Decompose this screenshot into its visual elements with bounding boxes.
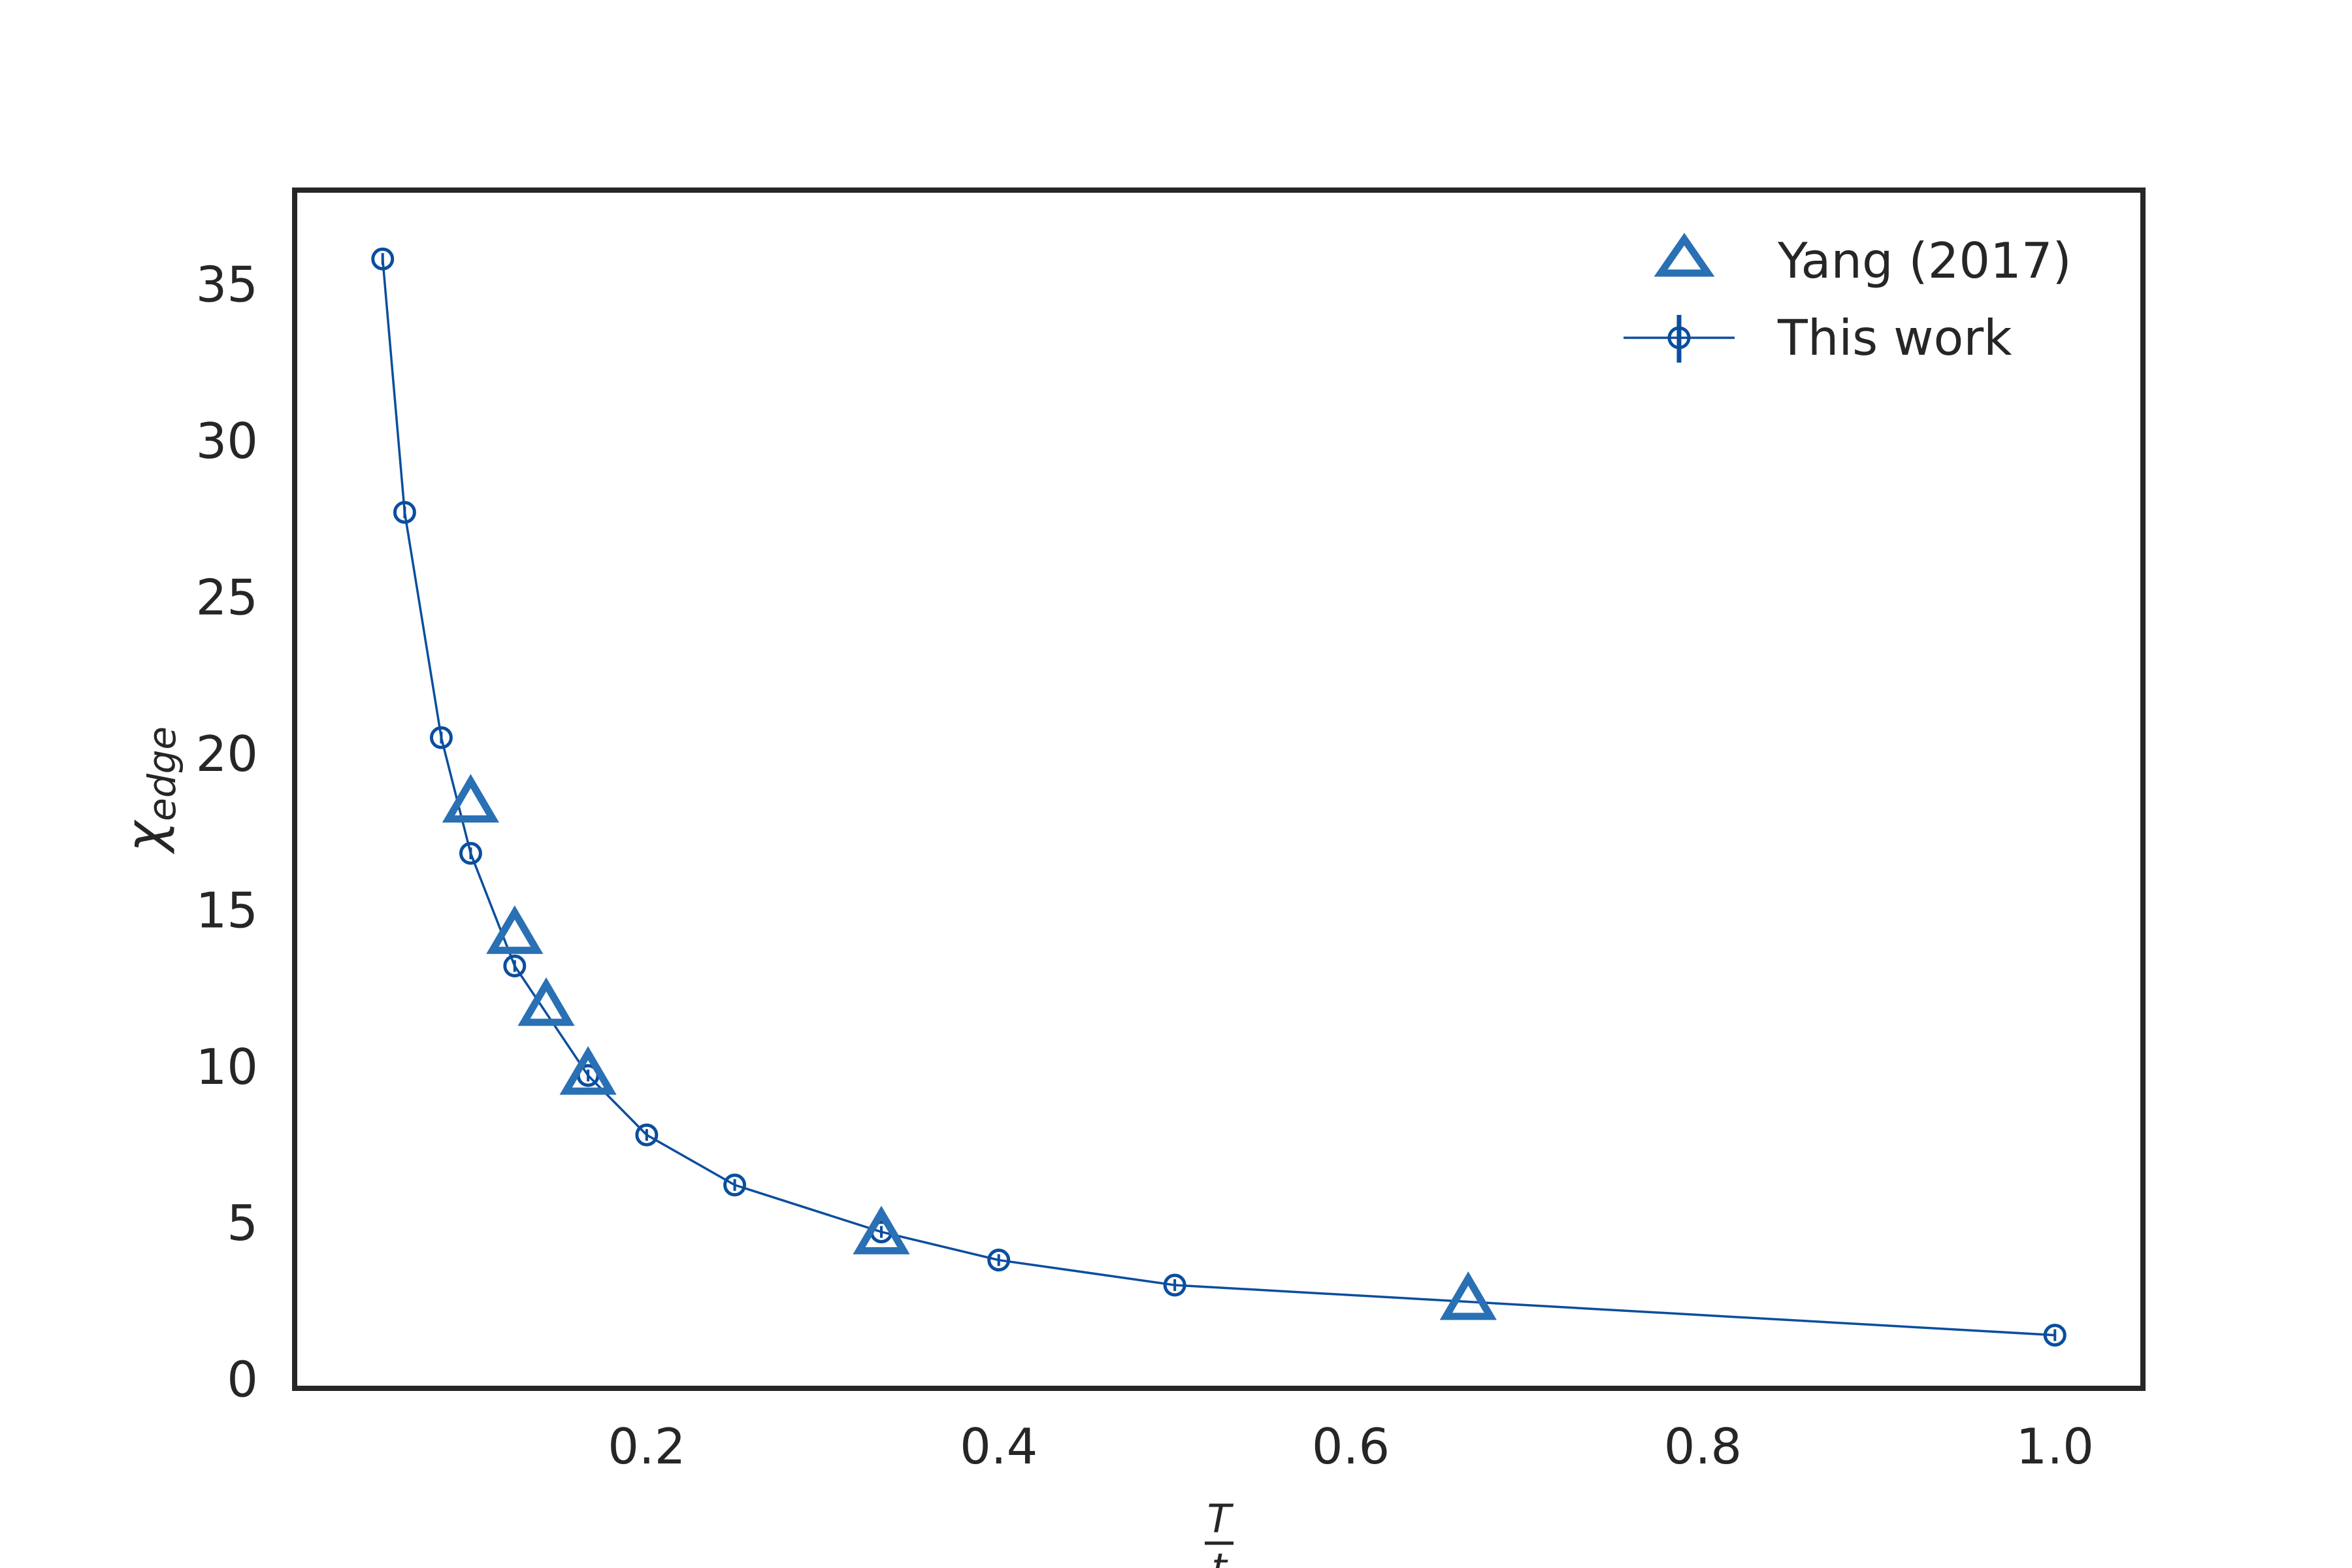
y-axis-label-main: χ <box>115 819 176 855</box>
x-tick-label: 1.0 <box>2016 1418 2094 1475</box>
plot-frame <box>292 188 2146 1391</box>
legend-this-work-label: This work <box>1777 309 2012 367</box>
this-work-point <box>635 1123 659 1147</box>
this-work-point <box>1163 1273 1186 1297</box>
this-work-point <box>393 500 416 524</box>
this-work-line <box>381 259 2055 1337</box>
x-axis-label-denominator: t <box>1211 1545 1228 1568</box>
this-work-point <box>723 1173 747 1197</box>
yang-2017-point <box>1439 1271 1497 1320</box>
series-this-work <box>371 247 2066 1347</box>
y-axis-label: χedge <box>115 727 184 855</box>
y-tick-label: 25 <box>196 569 258 627</box>
this-work-point <box>429 726 453 749</box>
x-axis-label: T t <box>1205 1496 1234 1568</box>
y-tick-label: 35 <box>196 256 258 314</box>
yang-2017-point <box>559 1046 617 1095</box>
y-tick-label: 5 <box>227 1194 258 1252</box>
x-tick-label: 0.4 <box>960 1418 1037 1475</box>
yang-2017-point <box>486 905 544 955</box>
yang-2017-point <box>442 774 500 823</box>
y-tick-label: 30 <box>196 412 258 470</box>
y-tick-label: 10 <box>196 1038 258 1096</box>
yang-2017-point <box>853 1205 910 1254</box>
x-axis-label-numerator: T <box>1207 1496 1234 1542</box>
legend-yang-2017-marker <box>1654 233 1715 277</box>
y-tick-label: 20 <box>196 725 258 783</box>
legend-yang-2017-label: Yang (2017) <box>1777 232 2072 289</box>
legend-this-work-marker <box>1667 326 1691 350</box>
series-yang-2017 <box>442 774 1497 1320</box>
this-work-point <box>459 841 482 865</box>
x-tick-label: 0.6 <box>1312 1418 1390 1475</box>
this-work-point <box>503 955 527 978</box>
y-tick-label: 15 <box>196 881 258 939</box>
y-tick-labels: 0 5 10 15 20 25 30 35 <box>196 256 258 1409</box>
this-work-point <box>371 247 395 270</box>
svg-text:χedge: χedge <box>115 727 184 855</box>
this-work-point <box>987 1249 1011 1272</box>
y-axis-label-subscript: edge <box>140 727 184 821</box>
x-tick-label: 0.2 <box>608 1418 685 1475</box>
y-tick-label: 0 <box>227 1351 258 1409</box>
x-tick-labels: 0.2 0.4 0.6 0.8 1.0 <box>608 1418 2094 1475</box>
x-tick-label: 0.8 <box>1664 1418 1742 1475</box>
this-work-point <box>2043 1324 2066 1347</box>
yang-2017-point <box>517 977 575 1026</box>
legend: Yang (2017) This work <box>1624 232 2072 367</box>
